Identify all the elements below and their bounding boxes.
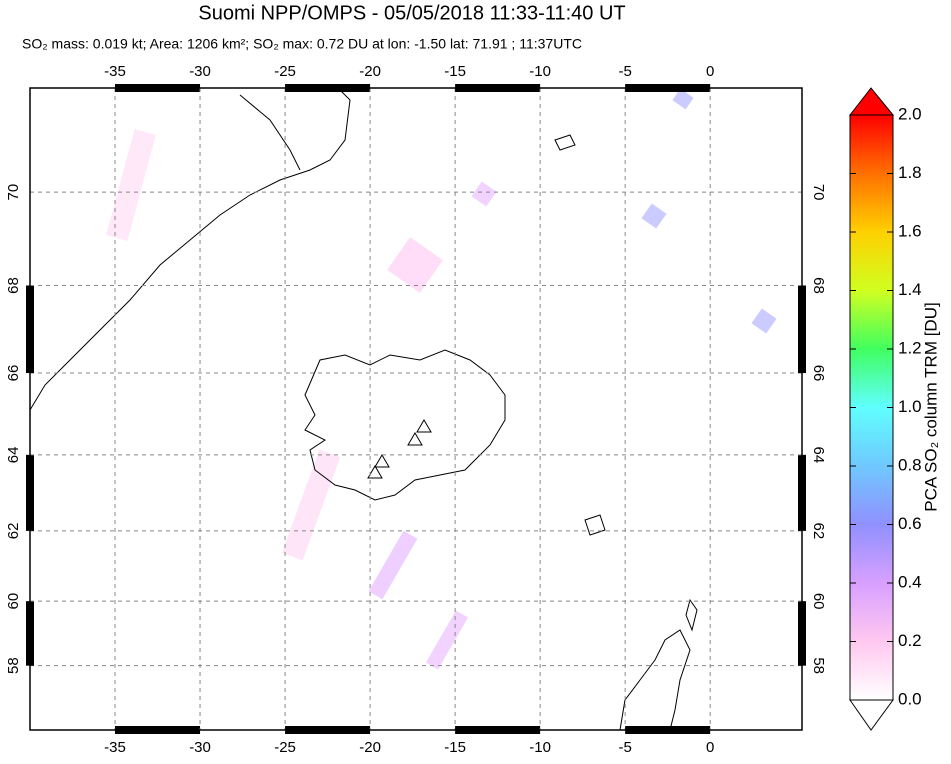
y-tick-label: 62 bbox=[5, 523, 22, 540]
y-tick-label: 66 bbox=[5, 365, 22, 382]
map-area bbox=[29, 88, 802, 731]
colorbar-tick-label: 0.0 bbox=[898, 689, 922, 708]
x-tick-label: -10 bbox=[529, 739, 551, 756]
colorbar-tick-label: 0.2 bbox=[898, 631, 922, 650]
colorbar-min-arrow bbox=[849, 699, 894, 731]
colorbar-tick-label: 1.0 bbox=[898, 397, 922, 416]
x-tick-label: -35 bbox=[104, 63, 126, 80]
y-tick-label: 58 bbox=[5, 657, 22, 674]
x-tick-label: -5 bbox=[618, 739, 631, 756]
y-tick-label: 64 bbox=[810, 447, 827, 464]
colorbar-tick-label: 0.8 bbox=[898, 455, 922, 474]
y-tick-label: 70 bbox=[810, 184, 827, 201]
iceland-coast bbox=[304, 349, 506, 501]
x-tick-label: -30 bbox=[189, 739, 211, 756]
x-tick-label: -25 bbox=[274, 63, 296, 80]
scotland-coast bbox=[554, 134, 698, 731]
colorbar-tick-label: 1.4 bbox=[898, 280, 922, 299]
colorbar-label: PCA SO₂ column TRM [DU] bbox=[921, 302, 940, 511]
x-tick-label: -30 bbox=[189, 63, 211, 80]
x-tick-label: -25 bbox=[274, 739, 296, 756]
colorbar-tick-label: 1.8 bbox=[898, 163, 922, 182]
colorbar-tick-label: 0.6 bbox=[898, 514, 922, 533]
x-tick-label: -15 bbox=[444, 739, 466, 756]
x-tick-label: -35 bbox=[104, 739, 126, 756]
colorbar-tick-label: 2.0 bbox=[898, 104, 922, 123]
swath-pixels bbox=[106, 88, 777, 670]
x-tick-label: -20 bbox=[359, 739, 381, 756]
x-tick-label: 0 bbox=[706, 63, 714, 80]
y-tick-label: 70 bbox=[5, 184, 22, 201]
colorbar-max-arrow bbox=[848, 87, 895, 116]
map-background bbox=[30, 88, 802, 730]
y-tick-label: 58 bbox=[810, 657, 827, 674]
colorbar-tick-label: 0.4 bbox=[898, 572, 922, 591]
x-tick-label: -15 bbox=[444, 63, 466, 80]
x-tick-label: -20 bbox=[359, 63, 381, 80]
y-tick-label: 68 bbox=[810, 277, 827, 294]
y-tick-label: 62 bbox=[810, 523, 827, 540]
colorbar bbox=[849, 114, 894, 701]
colorbar-tick-label: 1.2 bbox=[898, 338, 922, 357]
y-tick-label: 60 bbox=[810, 593, 827, 610]
chart-title: Suomi NPP/OMPS - 05/05/2018 11:33-11:40 … bbox=[198, 2, 625, 24]
y-tick-label: 64 bbox=[5, 447, 22, 464]
y-tick-label: 60 bbox=[5, 593, 22, 610]
greenland-coast bbox=[29, 89, 351, 411]
map-frame bbox=[29, 87, 803, 731]
chart-subtitle: SO₂ mass: 0.019 kt; Area: 1206 km²; SO₂ … bbox=[22, 36, 582, 52]
colorbar-tick-label: 1.6 bbox=[898, 221, 922, 240]
x-tick-label: -10 bbox=[529, 63, 551, 80]
x-tick-label: -5 bbox=[618, 63, 631, 80]
x-tick-label: 0 bbox=[706, 739, 714, 756]
volcano-markers bbox=[367, 419, 432, 479]
y-tick-label: 68 bbox=[5, 277, 22, 294]
y-tick-label: 66 bbox=[810, 365, 827, 382]
